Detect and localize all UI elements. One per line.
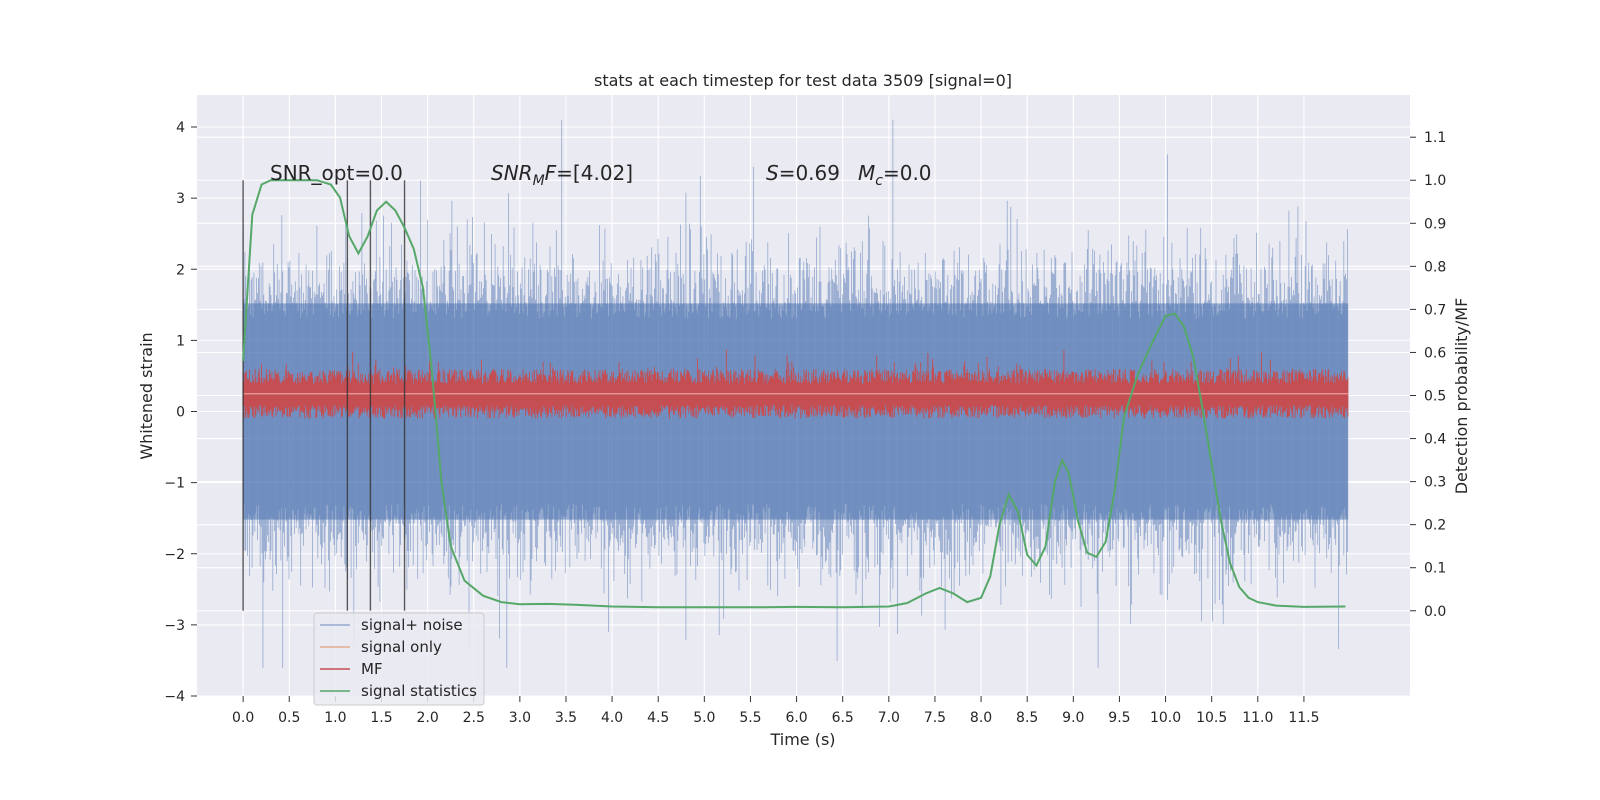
annotations: SNR_opt=0.0 SNRMF=[4.02] S=0.69 Mc=0.0: [270, 161, 932, 189]
signal-statistics-line: [242, 179, 1346, 609]
x-tick-label: 2.0: [416, 710, 438, 726]
y2-tick-label: 0.7: [1424, 302, 1446, 318]
x-tick-label: 11.5: [1288, 710, 1319, 726]
vertical-markers: [242, 180, 406, 611]
x-axis-label: Time (s): [769, 730, 835, 749]
y2-tick-label: 0.4: [1424, 432, 1446, 448]
legend-label-signal-only: signal only: [361, 638, 442, 656]
mc-symbol: M: [858, 161, 875, 185]
x-tick-label: 6.5: [832, 710, 854, 726]
y-tick-label: 3: [176, 191, 185, 207]
x-tick-label: 0.0: [232, 710, 254, 726]
y-tick-label: −4: [164, 689, 185, 705]
x-tick-label: 6.0: [785, 710, 807, 726]
y2-tick-label: 0.6: [1424, 345, 1446, 361]
y-tick-label: 1: [176, 333, 185, 349]
y-tick-label: −2: [164, 547, 185, 563]
x-tick-label: 3.5: [555, 710, 577, 726]
y2-axis-label: Detection probability/MF: [1452, 298, 1471, 495]
x-tick-label: 4.5: [647, 710, 669, 726]
x-tick-label: 5.0: [693, 710, 715, 726]
y-tick-label: 0: [176, 405, 185, 421]
annotation-mc: Mc=0.0: [858, 161, 932, 189]
y2-tick-label: 0.0: [1424, 604, 1446, 620]
x-tick-label: 0.5: [278, 710, 300, 726]
s-symbol: S: [766, 161, 779, 185]
snr-mf-subscript: M: [533, 173, 545, 189]
x-tick-label: 7.5: [924, 710, 946, 726]
y-tick-label: −3: [164, 618, 185, 634]
snr-mf-symbol: SNR: [491, 161, 533, 185]
y2-tick-label: 0.1: [1424, 561, 1446, 577]
x-tick-label: 10.5: [1196, 710, 1227, 726]
x-tick-label: 3.0: [509, 710, 531, 726]
x-tick-label: 5.5: [739, 710, 761, 726]
x-tick-label: 8.5: [1016, 710, 1038, 726]
y-tick-label: −1: [164, 476, 185, 492]
x-tick-label: 1.5: [370, 710, 392, 726]
y2-tick-label: 1.0: [1424, 173, 1446, 189]
s-value: =0.69: [779, 161, 840, 185]
y2-tick-label: 0.5: [1424, 389, 1446, 405]
x-tick-label: 11.0: [1242, 710, 1273, 726]
annotation-snr-mf: SNRMF=[4.02]: [491, 161, 633, 189]
y-tick-label: 2: [176, 262, 185, 278]
legend-label-signal-noise: signal+ noise: [361, 616, 463, 634]
y-axis-right: 1.1 1.0 0.9 0.8 0.7 0.6 0.5 0.4 0.3 0.2 0.1 0.0: [1410, 130, 1446, 620]
x-tick-label: 7.0: [878, 710, 900, 726]
y2-tick-label: 0.2: [1424, 518, 1446, 534]
y-tick-label: 4: [176, 120, 185, 136]
snr-mf-rest: =[4.02]: [556, 161, 633, 185]
y2-tick-label: 1.1: [1424, 130, 1446, 146]
legend: signal+ noise signal only MF signal stat…: [313, 612, 485, 706]
y-axis-label: Whitened strain: [137, 332, 156, 459]
mc-subscript: c: [875, 173, 883, 189]
chart-title: stats at each timestep for test data 350…: [594, 71, 1012, 90]
mc-value: =0.0: [883, 161, 932, 185]
y-axis-left: 4 3 2 1 0 −1 −2 −3 −4: [164, 120, 197, 705]
x-tick-label: 1.0: [324, 710, 346, 726]
x-tick-label: 9.0: [1062, 710, 1084, 726]
x-tick-label: 9.5: [1108, 710, 1130, 726]
y2-tick-label: 0.3: [1424, 475, 1446, 491]
y2-tick-label: 0.8: [1424, 259, 1446, 275]
x-axis: 0.0 0.5 1.0 1.5 2.0 2.5 3.0 3.5 4.0 4.5 5.0 5.5 6.0 6…: [232, 696, 1320, 726]
legend-label-mf: MF: [361, 660, 383, 678]
x-tick-label: 4.0: [601, 710, 623, 726]
snr-mf-rest-f: F: [545, 161, 557, 185]
y2-tick-label: 0.9: [1424, 216, 1446, 232]
legend-label-signal-statistics: signal statistics: [361, 682, 477, 700]
x-tick-label: 10.0: [1150, 710, 1181, 726]
series-signal-statistics: [242, 179, 1346, 609]
annotation-snr-opt: SNR_opt=0.0: [270, 161, 403, 185]
x-tick-label: 8.0: [970, 710, 992, 726]
annotation-s: S=0.69: [766, 161, 840, 185]
legend-box: [313, 612, 485, 706]
x-tick-label: 2.5: [463, 710, 485, 726]
